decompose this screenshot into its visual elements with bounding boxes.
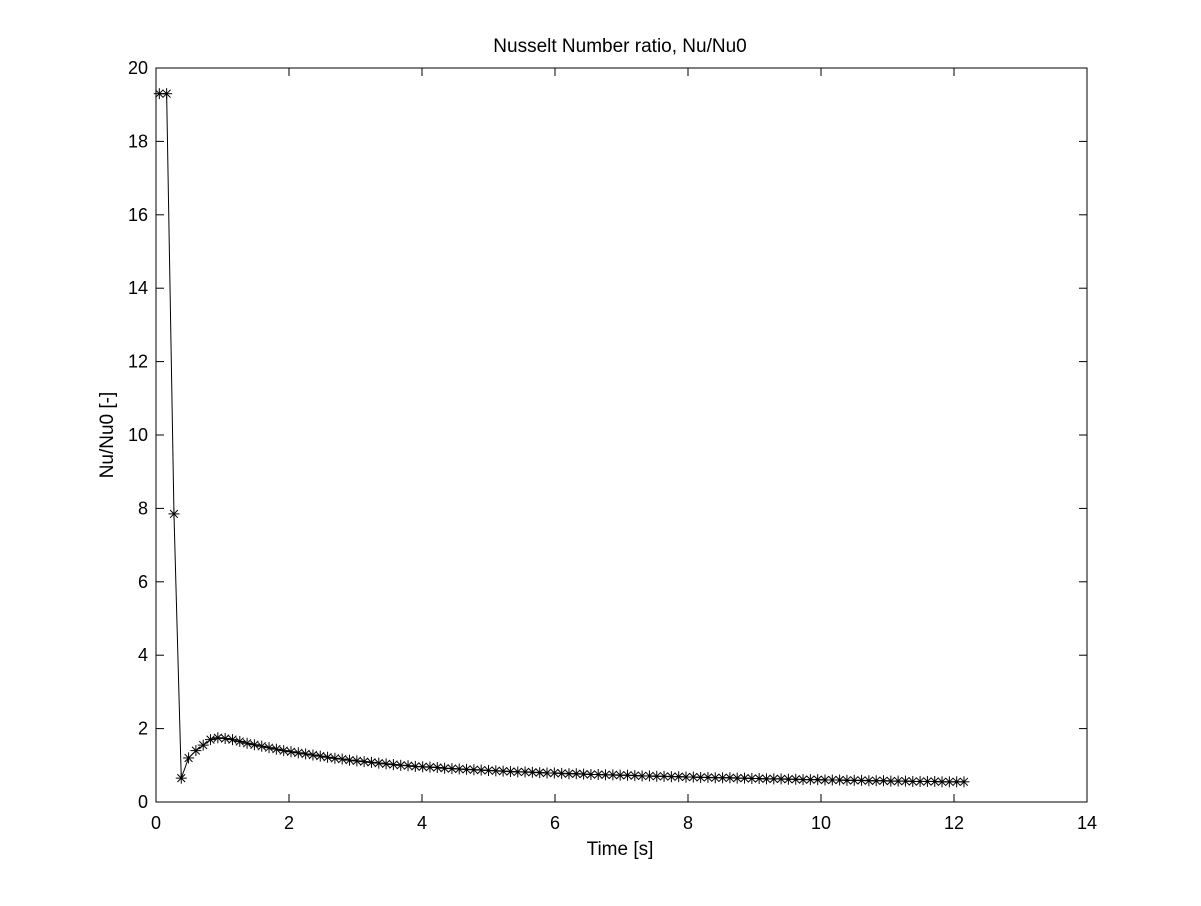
data-point: [724, 772, 736, 784]
data-point: [512, 766, 524, 778]
y-tick-label: 6: [138, 572, 148, 592]
x-tick-label: 2: [284, 813, 294, 833]
y-tick-label: 8: [138, 498, 148, 518]
data-point: [365, 756, 377, 768]
x-tick-label: 4: [417, 813, 427, 833]
data-point: [636, 770, 648, 782]
series-line: [159, 93, 964, 783]
data-point: [826, 774, 838, 786]
plot-area-frame: [155, 67, 1088, 803]
data-point: [351, 755, 363, 767]
data-point: [695, 771, 707, 783]
data-point: [322, 751, 334, 763]
data-point: [358, 756, 370, 768]
data-point: [212, 732, 224, 744]
data-point: [256, 740, 268, 752]
data-point: [278, 745, 290, 757]
data-point: [314, 750, 326, 762]
data-point: [782, 773, 794, 785]
data-point: [344, 754, 356, 766]
y-tick-label: 14: [128, 278, 148, 298]
y-tick-label: 10: [128, 425, 148, 445]
data-point: [197, 739, 209, 751]
data-point: [263, 742, 275, 754]
data-point: [929, 775, 941, 787]
data-point: [607, 769, 619, 781]
data-point: [878, 775, 890, 787]
data-markers: [153, 88, 970, 788]
data-point: [921, 775, 933, 787]
data-point: [504, 766, 516, 778]
data-point: [490, 765, 502, 777]
data-point: [292, 747, 304, 759]
data-point: [168, 508, 180, 520]
tick-labels: 0 2 4 6 8 10 12 14 0 2 4 6 8 10 12 14 16 18 20: [128, 58, 1097, 833]
data-point: [270, 743, 282, 755]
y-axis-label: Nu/Nu0 [-]: [97, 392, 118, 479]
x-tick-label: 14: [1077, 813, 1097, 833]
data-point: [387, 759, 399, 771]
data-point: [300, 748, 312, 760]
x-tick-label: 12: [944, 813, 964, 833]
y-tick-label: 16: [128, 205, 148, 225]
chart-title: Nusselt Number ratio, Nu/Nu0: [493, 36, 746, 57]
data-point: [380, 758, 392, 770]
data-point: [219, 733, 231, 745]
y-tick-label: 4: [138, 645, 148, 665]
data-point: [424, 761, 436, 773]
series-line-group: [159, 93, 964, 783]
data-point: [760, 773, 772, 785]
data-point: [205, 734, 217, 746]
axis-ticks: [155, 67, 1088, 803]
data-point: [336, 753, 348, 765]
data-point: [161, 88, 173, 100]
data-point: [687, 771, 699, 783]
y-tick-label: 18: [128, 131, 148, 151]
y-tick-label: 12: [128, 352, 148, 372]
data-point: [307, 749, 319, 761]
data-point: [497, 765, 509, 777]
x-tick-label: 10: [811, 813, 831, 833]
data-point: [556, 767, 568, 779]
data-point: [373, 757, 385, 769]
data-point: [248, 739, 260, 751]
y-tick-label: 2: [138, 719, 148, 739]
data-point: [958, 776, 970, 788]
data-point: [402, 760, 414, 772]
data-point: [519, 766, 531, 778]
data-point: [548, 767, 560, 779]
data-point: [234, 735, 246, 747]
data-point: [226, 734, 238, 746]
x-tick-label: 0: [151, 813, 161, 833]
data-point: [951, 776, 963, 788]
data-point: [453, 763, 465, 775]
data-point: [183, 752, 195, 764]
data-point: [241, 737, 253, 749]
data-point: [629, 770, 641, 782]
data-point: [285, 746, 297, 758]
data-point: [417, 761, 429, 773]
x-tick-label: 8: [683, 813, 693, 833]
data-point: [848, 774, 860, 786]
data-point: [936, 776, 948, 788]
data-point: [190, 745, 202, 757]
data-point: [431, 762, 443, 774]
y-tick-label: 20: [128, 58, 148, 78]
data-point: [563, 768, 575, 780]
data-point: [329, 752, 341, 764]
y-tick-label: 0: [138, 792, 148, 812]
x-axis-label: Time [s]: [587, 839, 654, 860]
x-tick-label: 6: [550, 813, 560, 833]
data-point: [175, 772, 187, 784]
